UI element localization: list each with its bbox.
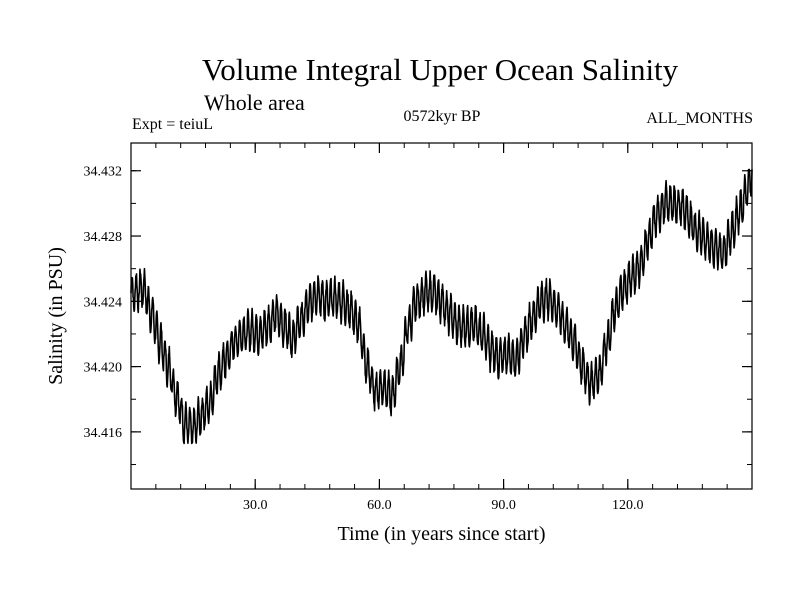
chart-title: Volume Integral Upper Ocean Salinity: [201, 52, 679, 87]
y-tick-label: 34.428: [84, 230, 123, 245]
y-tick-label: 34.416: [84, 426, 123, 441]
x-tick-label: 30.0: [243, 498, 268, 513]
series-line-salinity: [130, 168, 753, 445]
x-axis-label: Time (in years since start): [337, 523, 545, 545]
x-tick-label: 120.0: [612, 498, 644, 513]
y-tick-label: 34.432: [84, 165, 123, 180]
x-tick-label: 90.0: [491, 498, 516, 513]
y-axis-label: Salinity (in PSU): [45, 247, 67, 385]
experiment-label: Expt = teiuL: [132, 116, 214, 133]
months-label: ALL_MONTHS: [646, 110, 753, 127]
x-tick-label: 60.0: [367, 498, 392, 513]
period-label: 0572kyr BP: [403, 108, 481, 125]
y-tick-label: 34.420: [84, 361, 123, 376]
ticks-layer: 30.0 60.0 90.0 120.0 34.416 34.420 34.424 34.42…: [84, 143, 752, 513]
y-tick-label: 34.424: [84, 295, 123, 310]
chart-subtitle: Whole area: [204, 90, 305, 115]
plot-frame: [130, 142, 753, 490]
series-layer: [130, 168, 753, 445]
